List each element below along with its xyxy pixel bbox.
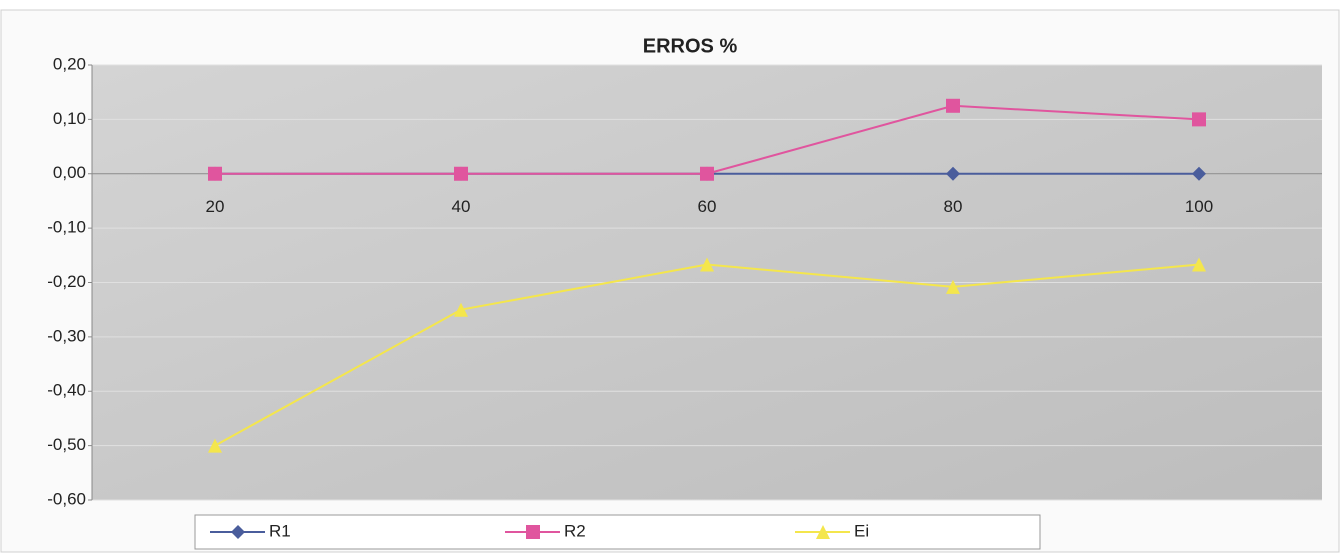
y-tick-label: -0,20 xyxy=(47,272,86,291)
marker xyxy=(700,167,714,181)
marker xyxy=(1192,112,1206,126)
chart: ERROS % -0,60 -0,50 -0,40 -0,30 -0,20 -0,10 0,… xyxy=(0,0,1342,554)
y-tick-label: 0,20 xyxy=(53,54,86,73)
x-tick-label: 60 xyxy=(698,197,717,216)
chart-title: ERROS % xyxy=(643,35,738,57)
x-tick-label: 40 xyxy=(452,197,471,216)
x-tick-label: 80 xyxy=(944,197,963,216)
y-tick-label: -0,60 xyxy=(47,489,86,508)
legend-label: R1 xyxy=(269,521,291,540)
x-tick-label: 100 xyxy=(1185,197,1213,216)
y-tick-label: -0,30 xyxy=(47,326,86,345)
marker xyxy=(526,525,540,539)
marker xyxy=(454,167,468,181)
y-tick-label: -0,50 xyxy=(47,435,86,454)
x-tick-label: 20 xyxy=(206,197,225,216)
legend-label: Ei xyxy=(854,521,869,540)
legend xyxy=(195,515,1040,549)
y-tick-label: 0,00 xyxy=(53,163,86,182)
marker xyxy=(946,99,960,113)
marker xyxy=(208,167,222,181)
legend-label: R2 xyxy=(564,521,586,540)
y-tick-label: -0,10 xyxy=(47,218,86,237)
y-tick-label: 0,10 xyxy=(53,109,86,128)
y-tick-label: -0,40 xyxy=(47,381,86,400)
